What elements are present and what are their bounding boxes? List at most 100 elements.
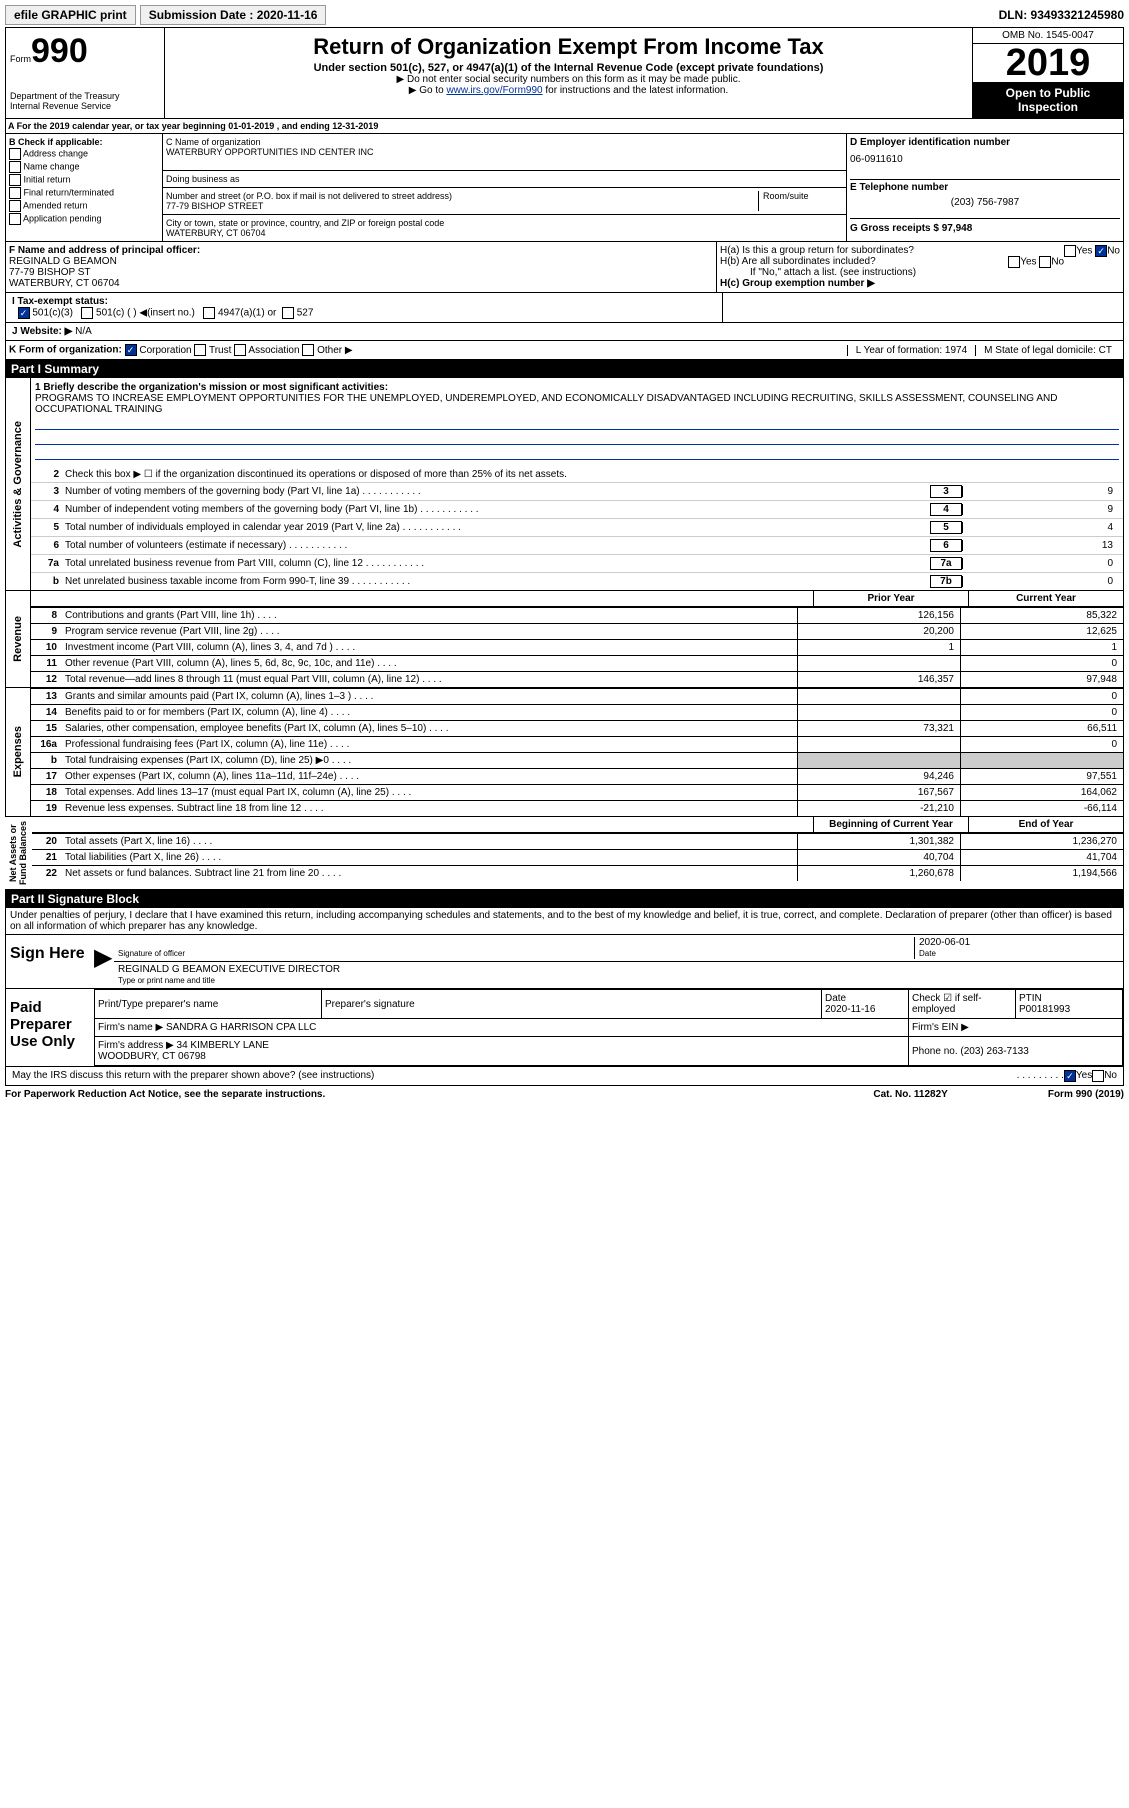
irs-link[interactable]: www.irs.gov/Form990 (446, 85, 542, 96)
row-a-text: A For the 2019 calendar year, or tax yea… (8, 121, 378, 131)
hr-line (35, 432, 1119, 445)
website-value: N/A (75, 326, 92, 337)
form-note2: ▶ Go to www.irs.gov/Form990 for instruct… (169, 85, 968, 96)
prior-year-val (797, 705, 960, 720)
officer-label: F Name and address of principal officer: (9, 245, 200, 256)
527-checkbox[interactable] (282, 307, 294, 319)
line-num-box: 7b (930, 575, 962, 588)
gov-line-text: Net unrelated business taxable income fr… (65, 576, 930, 587)
org-form-checkbox[interactable]: ✓ (125, 344, 137, 356)
501c3-checkbox[interactable]: ✓ (18, 307, 30, 319)
hb-row: H(b) Are all subordinates included?Yes N… (720, 256, 1120, 267)
org-form-checkbox[interactable] (302, 344, 314, 356)
netassets-section: Net Assets orFund Balances Beginning of … (5, 817, 1124, 890)
section-bcd: B Check if applicable: Address change Na… (5, 134, 1124, 242)
note2-post: for instructions and the latest informat… (543, 85, 729, 96)
line-num-box: 4 (930, 503, 962, 516)
dept-label: Department of the Treasury Internal Reve… (10, 91, 160, 111)
line-text: Total revenue—add lines 8 through 11 (mu… (63, 672, 797, 687)
addr-label: Number and street (or P.O. box if mail i… (166, 191, 452, 201)
colb-opt[interactable]: Final return/terminated (9, 187, 159, 199)
colb-opt[interactable]: Name change (9, 161, 159, 173)
line-text: Net assets or fund balances. Subtract li… (63, 866, 797, 881)
netassets-label: Net Assets orFund Balances (4, 817, 32, 889)
sig-date: 2020-06-01 (919, 937, 970, 948)
firm-ein-label: Firm's EIN ▶ (909, 1019, 1123, 1037)
ha-label: H(a) Is this a group return for subordin… (720, 245, 914, 256)
paperwork-notice: For Paperwork Reduction Act Notice, see … (5, 1089, 873, 1100)
year-block: OMB No. 1545-0047 2019 Open to Public In… (972, 28, 1123, 118)
opt-4947: 4947(a)(1) or (218, 308, 276, 319)
yes-label: Yes (1076, 1070, 1092, 1082)
colb-opt[interactable]: Initial return (9, 174, 159, 186)
boc-hdr: Beginning of Current Year (813, 817, 968, 832)
sign-here-label: Sign Here (6, 935, 94, 988)
irs-yes-checkbox[interactable]: ✓ (1064, 1070, 1076, 1082)
col-d: D Employer identification number 06-0911… (847, 134, 1123, 241)
org-form-checkbox[interactable] (194, 344, 206, 356)
ha-no-checkbox[interactable]: ✓ (1095, 245, 1107, 257)
hr-line (35, 417, 1119, 430)
prior-year-val: 40,704 (797, 850, 960, 865)
line-num-box: 5 (930, 521, 962, 534)
current-year-val: 164,062 (960, 785, 1123, 800)
street-address: 77-79 BISHOP STREET (166, 201, 263, 211)
current-year-val: 0 (960, 656, 1123, 671)
tax-status-label: I Tax-exempt status: (12, 296, 108, 307)
prior-year-val (797, 753, 960, 768)
opt-501c: 501(c) ( ) ◀(insert no.) (96, 308, 195, 319)
room-suite-label: Room/suite (758, 191, 843, 211)
form-title: Return of Organization Exempt From Incom… (171, 34, 966, 60)
hb-no-checkbox[interactable] (1039, 256, 1051, 268)
prep-name-label: Print/Type preparer's name (95, 990, 322, 1019)
city-state-zip: WATERBURY, CT 06704 (166, 228, 266, 238)
submission-date-button[interactable]: Submission Date : 2020-11-16 (140, 5, 327, 25)
current-year-val: 0 (960, 705, 1123, 720)
prior-year-val (797, 737, 960, 752)
row-a: A For the 2019 calendar year, or tax yea… (5, 119, 1124, 134)
current-year-val: 0 (960, 689, 1123, 704)
org-form-checkbox[interactable] (234, 344, 246, 356)
prior-year-val: 1,301,382 (797, 834, 960, 849)
row-j: J Website: ▶ N/A (5, 323, 1124, 341)
part1-header: Part I Summary (5, 360, 1124, 378)
colb-opt[interactable]: Address change (9, 148, 159, 160)
colb-opt[interactable]: Application pending (9, 213, 159, 225)
irs-no-checkbox[interactable] (1092, 1070, 1104, 1082)
revenue-section: Revenue Prior YearCurrent Year 8Contribu… (5, 591, 1124, 688)
top-bar: efile GRAPHIC print Submission Date : 20… (5, 5, 1124, 25)
expenses-section: Expenses 13Grants and similar amounts pa… (5, 688, 1124, 817)
prior-year-val (797, 689, 960, 704)
ha-yes-checkbox[interactable] (1064, 245, 1076, 257)
current-year-val: 1,236,270 (960, 834, 1123, 849)
501c-checkbox[interactable] (81, 307, 93, 319)
prior-year-val (797, 656, 960, 671)
efile-button[interactable]: efile GRAPHIC print (5, 5, 136, 25)
gov-value: 4 (962, 522, 1119, 533)
form-footer: Form 990 (2019) (1048, 1089, 1124, 1100)
line-text: Other expenses (Part IX, column (A), lin… (63, 769, 797, 784)
dln-label: DLN: 93493321245980 (999, 8, 1124, 22)
hc-label: H(c) Group exemption number ▶ (720, 278, 875, 289)
current-year-val: 85,322 (960, 608, 1123, 623)
colb-opt[interactable]: Amended return (9, 200, 159, 212)
line-text: Total fundraising expenses (Part IX, col… (63, 753, 797, 768)
ptin-label: PTIN (1019, 993, 1042, 1004)
line2-text: Check this box ▶ ☐ if the organization d… (65, 469, 1119, 480)
prep-date: 2020-11-16 (825, 1004, 875, 1015)
prior-year-val: 1,260,678 (797, 866, 960, 881)
part1-title: Part I Summary (5, 360, 105, 378)
firm-name: SANDRA G HARRISON CPA LLC (166, 1022, 316, 1033)
row-i: I Tax-exempt status: ✓ 501(c)(3) 501(c) … (5, 293, 1124, 323)
org-name: WATERBURY OPPORTUNITIES IND CENTER INC (166, 147, 374, 157)
hb-yes-checkbox[interactable] (1008, 256, 1020, 268)
line-text: Total liabilities (Part X, line 26) . . … (63, 850, 797, 865)
gov-line-text: Number of independent voting members of … (65, 504, 930, 515)
current-year-val: -66,114 (960, 801, 1123, 816)
4947-checkbox[interactable] (203, 307, 215, 319)
line-text: Other revenue (Part VIII, column (A), li… (63, 656, 797, 671)
form-header: Form990 Department of the Treasury Inter… (5, 27, 1124, 119)
revenue-label: Revenue (8, 612, 28, 666)
note2-pre: ▶ Go to (409, 85, 447, 96)
sig-date-label: Date (919, 949, 936, 958)
